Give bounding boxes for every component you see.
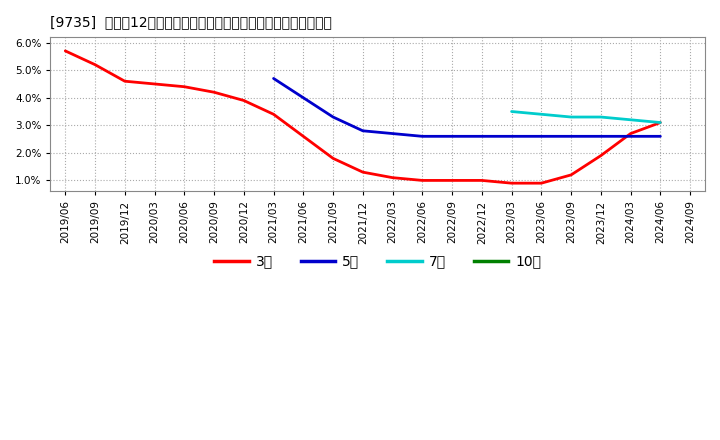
Legend: 3年, 5年, 7年, 10年: 3年, 5年, 7年, 10年	[209, 249, 547, 274]
Text: [9735]  売上高12か月移動合計の対前年同期増減率の平均値の推移: [9735] 売上高12か月移動合計の対前年同期増減率の平均値の推移	[50, 15, 332, 29]
